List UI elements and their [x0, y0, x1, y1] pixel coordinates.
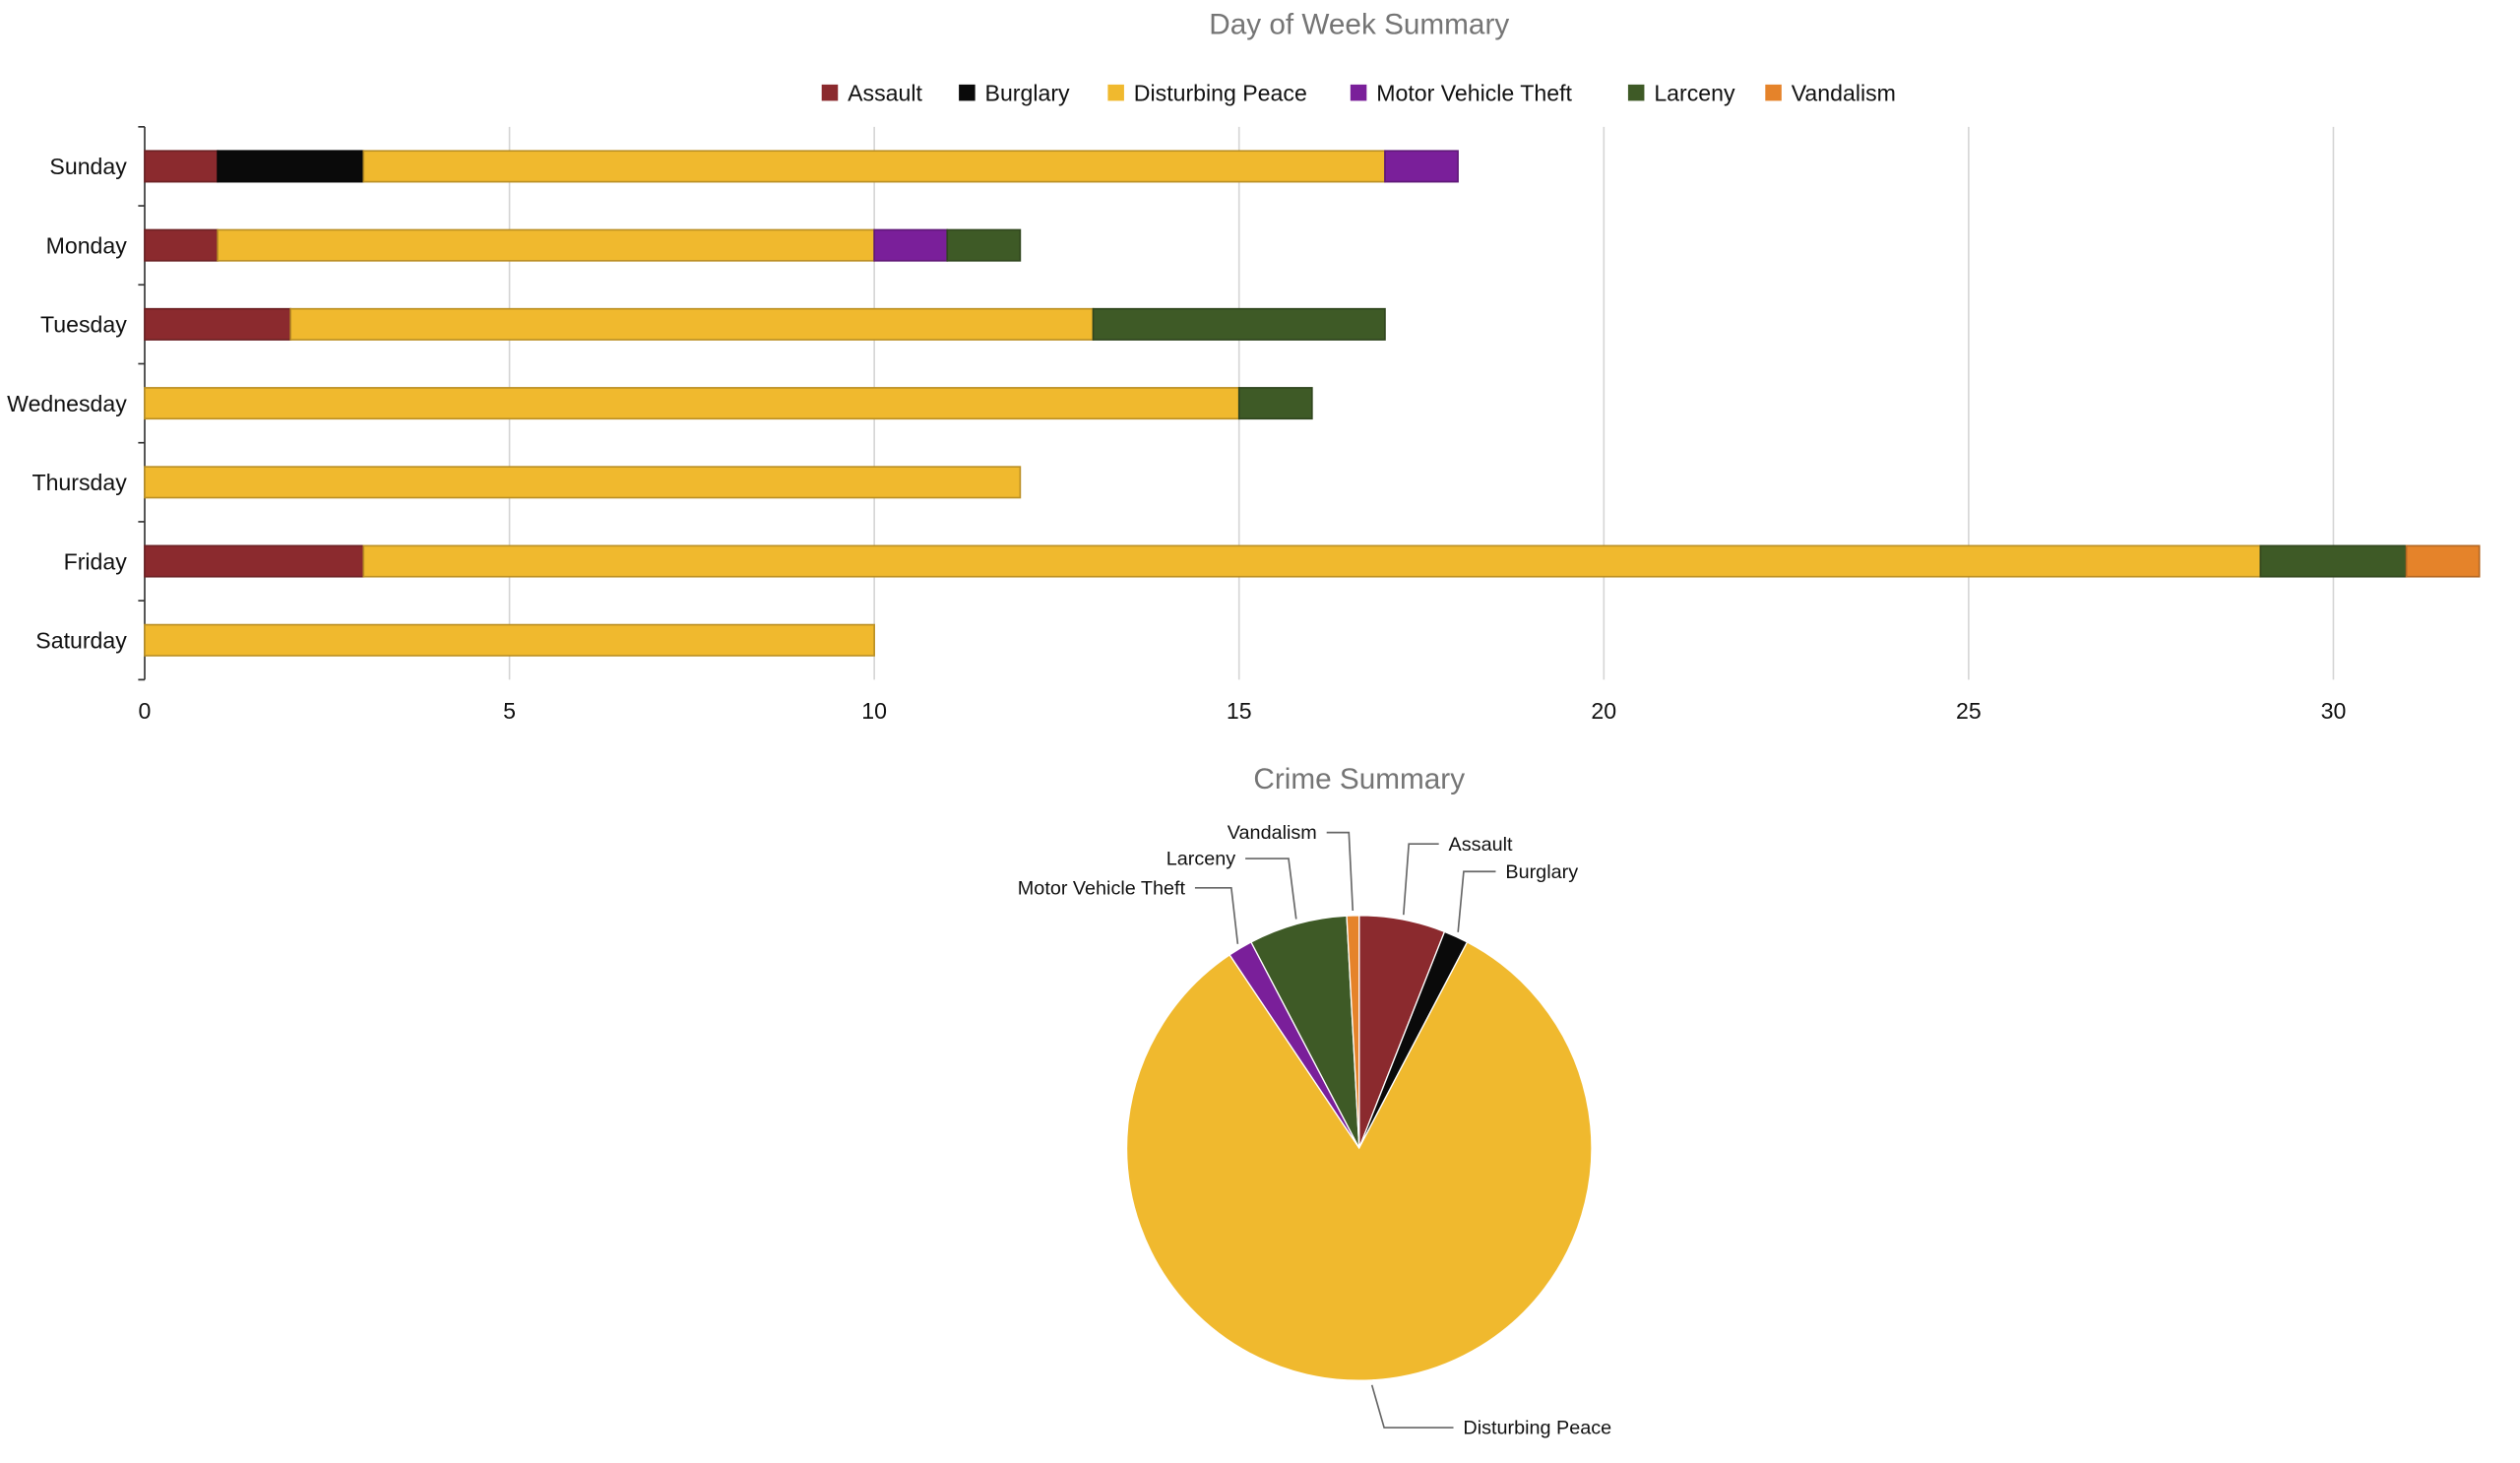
y-tick-label-tuesday: Tuesday: [40, 312, 127, 338]
pie-label-disturbing-peace: Disturbing Peace: [1370, 1384, 1611, 1439]
pie-label-text: Disturbing Peace: [1463, 1418, 1611, 1439]
pie-label-text: Motor Vehicle Theft: [1018, 877, 1186, 899]
bar-axes: 0 5 10 15 20 25 30 Sunday Monday Tuesday Wednesday…: [7, 125, 2347, 724]
bar-monday-larceny[interactable]: [946, 228, 1022, 262]
day-of-week-chart: Day of Week Summary Assault Burglary Distu…: [7, 9, 2481, 724]
y-tick-label-wednesday: Wednesday: [7, 391, 127, 416]
x-tick-label: 30: [2321, 698, 2347, 724]
legend-item-larceny[interactable]: Larceny: [1627, 80, 1735, 105]
crime-summary-chart: Crime Summary Assault Burglary Disturbing …: [1018, 763, 1611, 1439]
pie-label-text: Assault: [1449, 834, 1513, 856]
bar-saturday-disturbing-peace[interactable]: [144, 623, 875, 657]
bar-chart-title: Day of Week Summary: [1209, 9, 1509, 41]
bar-thursday-disturbing-peace[interactable]: [144, 466, 1022, 499]
y-tick-label-thursday: Thursday: [32, 470, 127, 495]
leader-line: [1370, 1384, 1454, 1429]
legend-swatch: [1350, 84, 1367, 101]
x-tick-label: 0: [139, 698, 152, 724]
bar-marks: [144, 150, 2481, 657]
pie-label-burglary: Burglary: [1457, 861, 1578, 932]
y-tick-label-sunday: Sunday: [49, 154, 127, 179]
pie-label-larceny: Larceny: [1166, 849, 1297, 920]
bar-tuesday-larceny[interactable]: [1092, 307, 1386, 341]
leader-line: [1245, 858, 1297, 920]
leader-line: [1402, 843, 1439, 916]
bar-wednesday-larceny[interactable]: [1237, 387, 1313, 420]
bar-friday-vandalism[interactable]: [2405, 544, 2481, 578]
legend-label: Vandalism: [1792, 80, 1896, 105]
bar-friday-assault[interactable]: [144, 544, 365, 578]
legend-swatch: [821, 84, 839, 101]
pie-label-vandalism: Vandalism: [1228, 822, 1354, 912]
legend-item-disturbing-peace[interactable]: Disturbing Peace: [1107, 80, 1307, 105]
bar-tuesday-assault[interactable]: [144, 307, 292, 341]
y-tick-label-saturday: Saturday: [35, 628, 127, 654]
leader-line: [1326, 831, 1354, 912]
x-tick-label: 25: [1956, 698, 1982, 724]
legend-label: Burglary: [985, 80, 1070, 105]
bar-sunday-burglary[interactable]: [217, 150, 365, 183]
legend-item-vandalism[interactable]: Vandalism: [1765, 80, 1896, 105]
bar-sunday-assault[interactable]: [144, 150, 219, 183]
legend-label: Larceny: [1654, 80, 1735, 105]
x-tick-label: 15: [1227, 698, 1252, 724]
bar-tuesday-disturbing-peace[interactable]: [289, 307, 1095, 341]
legend-item-assault[interactable]: Assault: [821, 80, 923, 105]
pie-label-text: Larceny: [1166, 849, 1236, 870]
pie-label-motor-vehicle-theft: Motor Vehicle Theft: [1018, 877, 1239, 944]
leader-line: [1194, 886, 1239, 944]
bar-friday-disturbing-peace[interactable]: [362, 544, 2262, 578]
legend-label: Disturbing Peace: [1134, 80, 1307, 105]
pie-label-text: Burglary: [1505, 861, 1578, 883]
bar-monday-assault[interactable]: [144, 228, 219, 262]
legend-item-burglary[interactable]: Burglary: [959, 80, 1070, 105]
bar-sunday-disturbing-peace[interactable]: [362, 150, 1386, 183]
x-tick-label: 10: [861, 698, 887, 724]
bar-wednesday-disturbing-peace[interactable]: [144, 387, 1240, 420]
leader-line: [1457, 870, 1496, 932]
bar-monday-disturbing-peace[interactable]: [217, 228, 875, 262]
y-tick-label-friday: Friday: [64, 548, 128, 574]
legend-label: Assault: [848, 80, 922, 105]
legend-swatch: [1107, 84, 1124, 101]
pie-slices: [1125, 915, 1593, 1381]
legend-swatch: [1765, 84, 1782, 101]
y-tick-label-monday: Monday: [46, 232, 128, 258]
legend-swatch: [1627, 84, 1645, 101]
bar-legend: Assault Burglary Disturbing Peace Motor Veh…: [821, 80, 1896, 105]
legend-swatch: [959, 84, 976, 101]
bar-friday-larceny[interactable]: [2259, 544, 2408, 578]
pie-label-text: Vandalism: [1228, 822, 1317, 844]
x-tick-label: 20: [1591, 698, 1616, 724]
legend-item-motor-vehicle-theft[interactable]: Motor Vehicle Theft: [1350, 80, 1573, 105]
pie-slice-disturbing-peace[interactable]: [1125, 941, 1593, 1381]
pie-chart-title: Crime Summary: [1253, 763, 1465, 795]
legend-label: Motor Vehicle Theft: [1376, 80, 1572, 105]
bar-sunday-motor-vehicle-theft[interactable]: [1384, 150, 1459, 183]
pie-label-assault: Assault: [1402, 834, 1513, 916]
bar-monday-motor-vehicle-theft[interactable]: [873, 228, 949, 262]
pie-slice-vandalism[interactable]: [1346, 915, 1360, 1149]
x-tick-label: 5: [503, 698, 516, 724]
pie-labels: Assault Burglary Disturbing Peace Motor Veh…: [1018, 822, 1611, 1438]
